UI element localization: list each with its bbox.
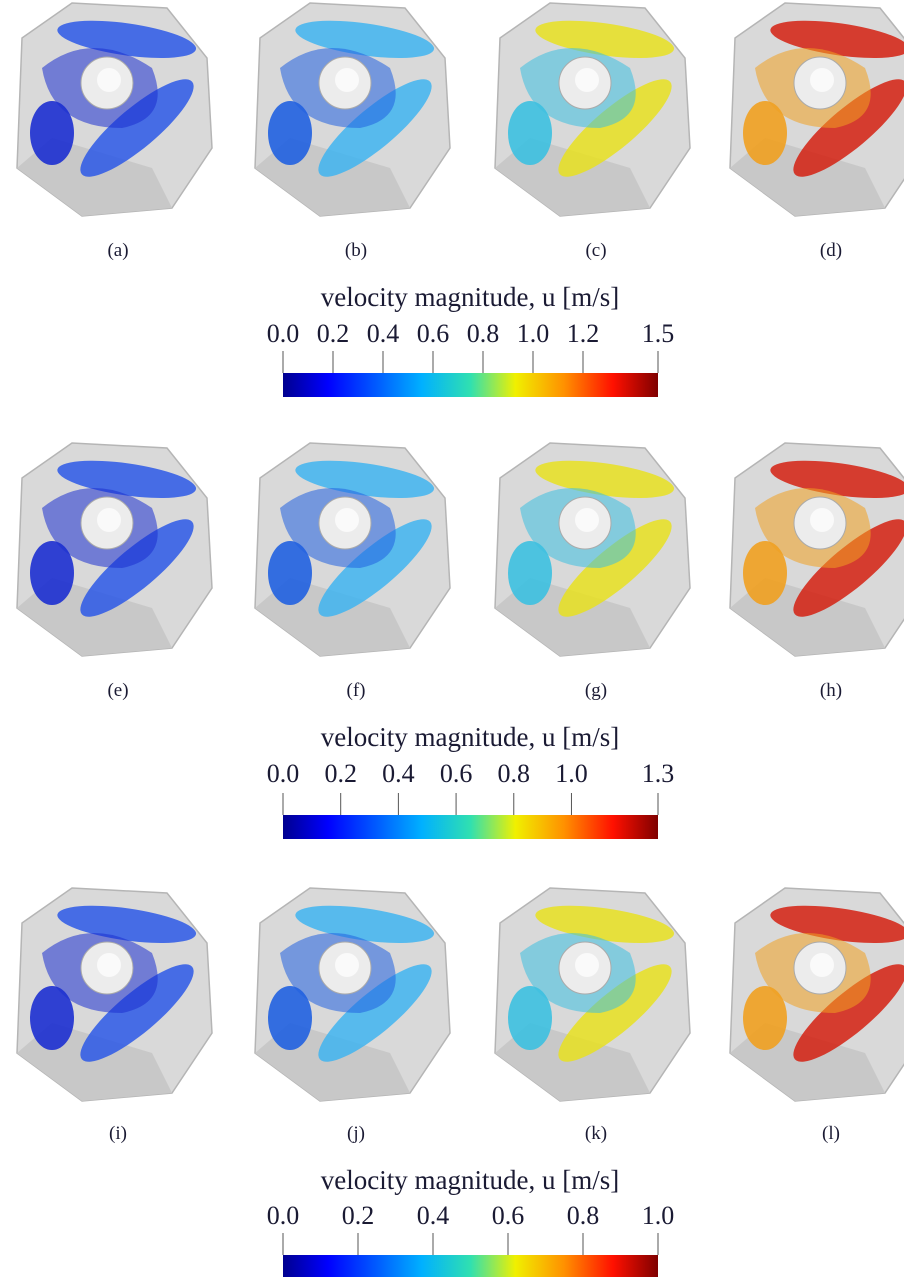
render-panel: [255, 888, 450, 1101]
panel-label: (g): [585, 680, 607, 701]
colorbar-tick-label: 1.3: [642, 759, 675, 788]
render-panel: [17, 3, 212, 216]
colorbar-tick-label: 0.0: [267, 319, 300, 348]
render-panel: [255, 443, 450, 656]
colorbar-tick-label: 0.4: [417, 1201, 450, 1230]
panel-label: (k): [585, 1123, 607, 1144]
panel-label: (j): [347, 1123, 365, 1144]
colorbar-tick-label: 0.2: [324, 759, 357, 788]
colorbar-tick-label: 1.0: [517, 319, 550, 348]
panel-label: (c): [585, 240, 606, 261]
figure: (a) (b) (c) (d) velocity magnitude, u [m/s] 0…: [0, 0, 904, 1277]
colorbar-title: velocity magnitude, u [m/s]: [321, 282, 619, 312]
colorbar-tick-label: 0.4: [367, 319, 400, 348]
panel-label: (i): [109, 1123, 127, 1144]
hole-inner: [335, 953, 359, 977]
panel-label: (b): [345, 240, 367, 261]
colorbar-tick-label: 0.0: [267, 1201, 300, 1230]
panel-label: (d): [820, 240, 842, 261]
panel-label: (h): [820, 680, 842, 701]
colorbar-tick-label: 0.6: [492, 1201, 525, 1230]
colorbar-tick-label: 1.0: [642, 1201, 675, 1230]
hole-inner: [97, 953, 121, 977]
colorbar-title: velocity magnitude, u [m/s]: [321, 1165, 619, 1195]
colorbar-tick-label: 0.2: [342, 1201, 375, 1230]
hole-inner: [335, 508, 359, 532]
render-panel: [17, 888, 212, 1101]
colorbar-title: velocity magnitude, u [m/s]: [321, 722, 619, 752]
hole-inner: [575, 68, 599, 92]
colorbar: [283, 1255, 658, 1277]
colorbar-tick-label: 0.8: [567, 1201, 600, 1230]
hole-inner: [575, 508, 599, 532]
panel-label: (f): [347, 680, 366, 701]
colorbar-tick-label: 1.5: [642, 319, 675, 348]
hole-inner: [97, 68, 121, 92]
render-panel: [730, 443, 904, 656]
render-panel: [495, 888, 690, 1101]
render-panel: [495, 443, 690, 656]
colorbar-tick-label: 1.2: [567, 319, 600, 348]
hole-inner: [335, 68, 359, 92]
colorbar-tick-label: 0.4: [382, 759, 415, 788]
panel-label: (a): [107, 240, 128, 261]
colorbar-tick-label: 0.8: [498, 759, 531, 788]
panel-label: (e): [107, 680, 128, 701]
render-panel: [495, 3, 690, 216]
colorbar-tick-label: 0.6: [440, 759, 473, 788]
hole-inner: [810, 508, 834, 532]
colorbar-tick-label: 0.6: [417, 319, 450, 348]
colorbar-tick-label: 0.0: [267, 759, 300, 788]
hole-inner: [810, 953, 834, 977]
colorbar-tick-label: 0.8: [467, 319, 500, 348]
panel-label: (l): [822, 1123, 840, 1144]
colorbar: [283, 373, 658, 397]
render-panel: [255, 3, 450, 216]
colorbar-tick-label: 1.0: [555, 759, 588, 788]
colorbar-tick-label: 0.2: [317, 319, 350, 348]
colorbar: [283, 815, 658, 839]
render-panel: [17, 443, 212, 656]
hole-inner: [575, 953, 599, 977]
hole-inner: [810, 68, 834, 92]
render-panel: [730, 888, 904, 1101]
render-panel: [730, 3, 904, 216]
hole-inner: [97, 508, 121, 532]
